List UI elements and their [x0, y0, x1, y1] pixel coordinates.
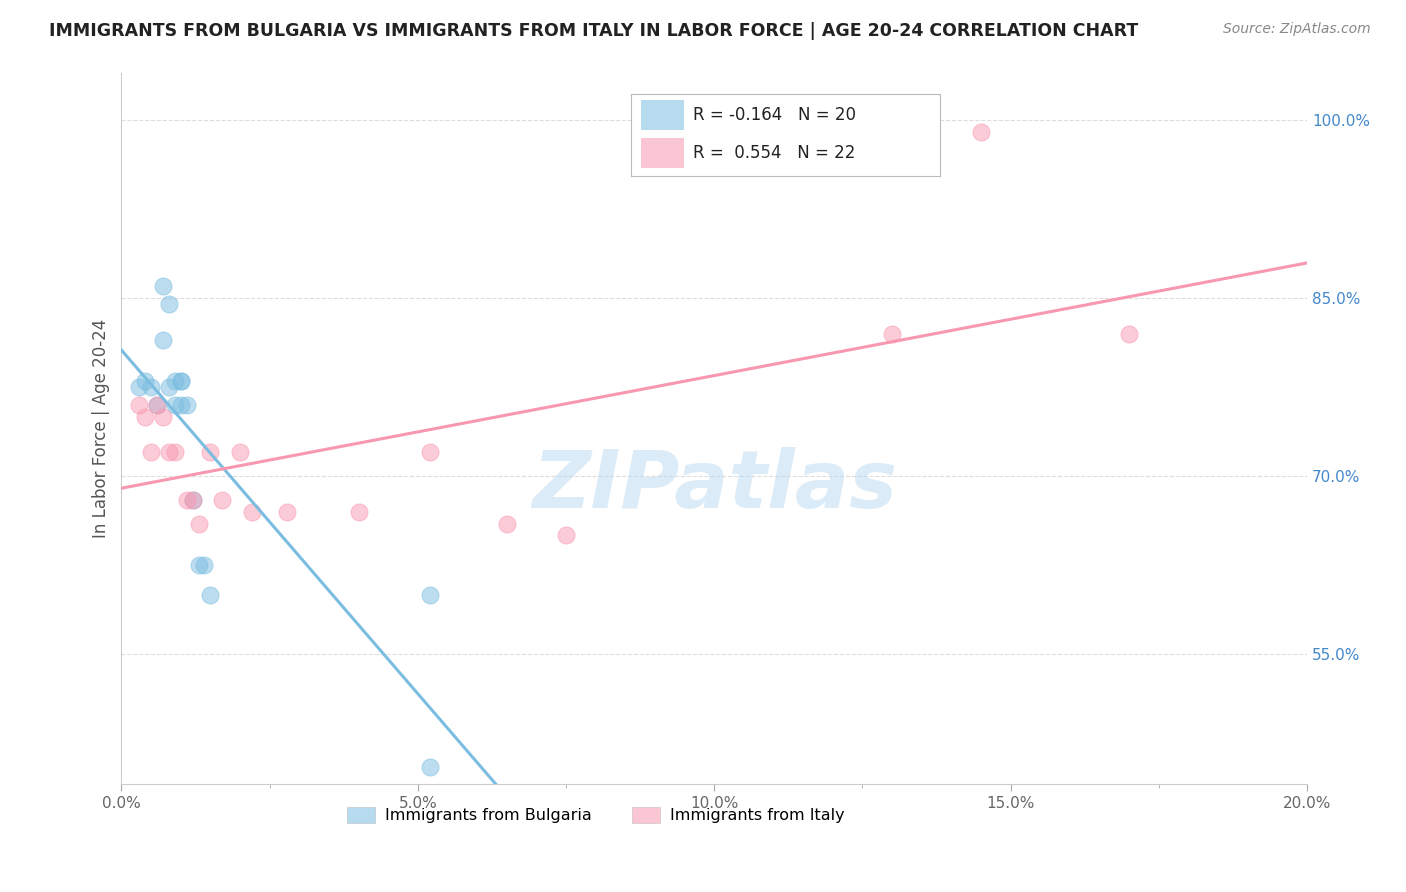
Point — [152, 409, 174, 424]
Text: ZIPatlas: ZIPatlas — [531, 447, 897, 524]
Point — [419, 588, 441, 602]
Point — [170, 374, 193, 388]
Point — [229, 445, 252, 459]
Point — [181, 492, 204, 507]
Point — [211, 492, 233, 507]
Y-axis label: In Labor Force | Age 20-24: In Labor Force | Age 20-24 — [93, 319, 110, 538]
Point — [134, 409, 156, 424]
Point — [200, 445, 222, 459]
Text: IMMIGRANTS FROM BULGARIA VS IMMIGRANTS FROM ITALY IN LABOR FORCE | AGE 20-24 COR: IMMIGRANTS FROM BULGARIA VS IMMIGRANTS F… — [49, 22, 1139, 40]
Point — [555, 528, 578, 542]
Point — [128, 398, 150, 412]
Legend: Immigrants from Bulgaria, Immigrants from Italy: Immigrants from Bulgaria, Immigrants fro… — [340, 801, 851, 830]
Point — [176, 492, 198, 507]
Point — [152, 333, 174, 347]
Point — [157, 445, 180, 459]
Point — [176, 398, 198, 412]
Point — [419, 759, 441, 773]
Point — [495, 516, 517, 531]
Point — [152, 279, 174, 293]
Point — [134, 374, 156, 388]
Point — [187, 516, 209, 531]
Point — [163, 398, 186, 412]
Point — [139, 380, 162, 394]
Point — [187, 558, 209, 572]
Point — [157, 380, 180, 394]
Text: Source: ZipAtlas.com: Source: ZipAtlas.com — [1223, 22, 1371, 37]
Point — [146, 398, 169, 412]
Point — [157, 297, 180, 311]
Point — [146, 398, 169, 412]
Point — [240, 505, 263, 519]
Point — [347, 505, 370, 519]
Point — [139, 445, 162, 459]
Point — [276, 505, 298, 519]
Point — [193, 558, 215, 572]
Point — [128, 380, 150, 394]
Point — [170, 398, 193, 412]
Point — [419, 445, 441, 459]
Point — [163, 374, 186, 388]
Point — [880, 326, 903, 341]
Point — [181, 492, 204, 507]
Point — [170, 374, 193, 388]
Point — [1118, 326, 1140, 341]
Point — [163, 445, 186, 459]
Point — [970, 125, 993, 139]
Point — [200, 588, 222, 602]
